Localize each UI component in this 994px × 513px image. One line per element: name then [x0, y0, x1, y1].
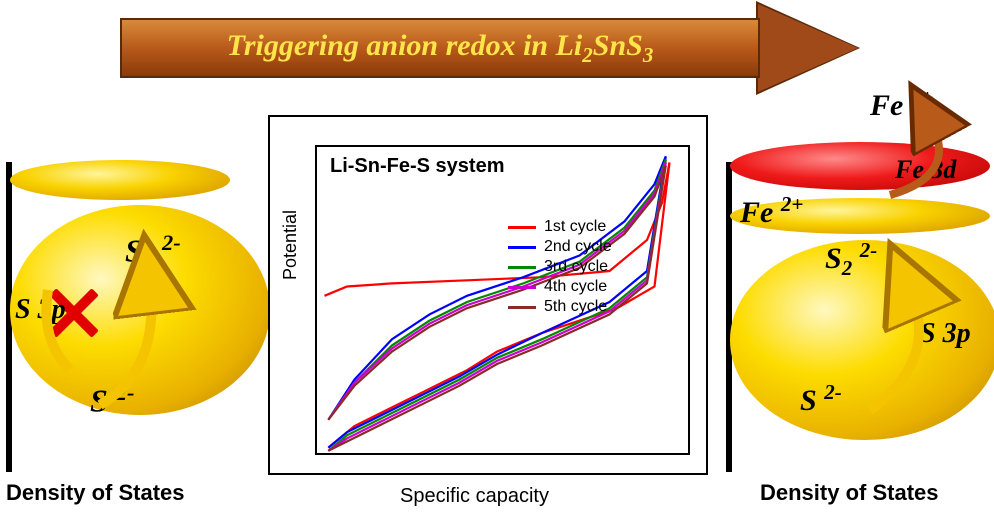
right-s2-dimer-label: S2 2- [825, 238, 877, 281]
series-3rd-cycle [328, 159, 666, 450]
fe2-sym: Fe [740, 196, 773, 229]
arrow-body: Triggering anion redox in Li2SnS3 [120, 18, 760, 78]
banner-text-sub1: 2 [582, 43, 593, 67]
fe3d-orbital-label: Fe 3d [895, 155, 956, 185]
legend-label: 2nd cycle [544, 238, 612, 256]
left-s-label: S 2- [90, 380, 134, 420]
legend-label: 3rd cycle [544, 258, 608, 276]
left-s-sym: S [90, 383, 108, 419]
right-orbital-label: S 3p [920, 318, 971, 350]
legend-row-2nd-cycle: 2nd cycle [508, 238, 612, 256]
legend-swatch [508, 286, 536, 289]
legend-row-3rd-cycle: 3rd cycle [508, 258, 612, 276]
legend-row-4th-cycle: 4th cycle [508, 278, 612, 296]
right-s2-sub: 2 [842, 256, 853, 280]
right-s-sym: S [800, 384, 817, 417]
chart-container: Li-Sn-Fe-S system [268, 115, 708, 475]
legend-swatch [508, 246, 536, 249]
title-arrow-banner: Triggering anion redox in Li2SnS3 [120, 18, 880, 78]
legend-swatch [508, 226, 536, 229]
legend-swatch [508, 266, 536, 269]
chart-plot-area [315, 145, 690, 455]
right-s2-charge: 2- [860, 238, 878, 262]
right-energy-axis [726, 162, 732, 472]
chart-xlabel: Specific capacity [400, 485, 549, 508]
series-1st-cycle [325, 163, 670, 296]
banner-text-prefix: Triggering anion redox in Li [227, 29, 583, 62]
legend-label: 5th cycle [544, 298, 607, 316]
series-2nd-cycle [328, 156, 666, 420]
left-s2-dimer-label: S2 2- [125, 230, 181, 275]
legend-row-5th-cycle: 5th cycle [508, 298, 612, 316]
banner-text: Triggering anion redox in Li2SnS3 [227, 29, 654, 68]
banner-text-sub2: 3 [643, 43, 654, 67]
series-2nd-cycle [328, 156, 666, 447]
chart-title: Li-Sn-Fe-S system [330, 155, 504, 178]
chart-ylabel: Potential [280, 210, 301, 280]
legend-label: 4th cycle [544, 278, 607, 296]
chart-curves-svg [317, 147, 692, 457]
right-s2-sym: S [825, 242, 842, 275]
legend-swatch [508, 306, 536, 309]
left-dos-axis-label: Density of States [6, 480, 185, 506]
series-3rd-cycle [328, 159, 666, 419]
fe3-charge: 3+ [911, 85, 933, 109]
fe3-label: Fe 3+ [870, 85, 933, 123]
left-s2-charge: 2- [162, 230, 181, 255]
fe3-sym: Fe [870, 89, 903, 122]
arrow-head [758, 4, 858, 92]
right-s-charge: 2- [824, 380, 842, 404]
right-s-label: S 2- [800, 380, 842, 418]
fe2-charge: 2+ [781, 192, 803, 216]
left-s2-sym: S [125, 233, 143, 269]
series-4th-cycle [328, 163, 666, 451]
left-orbital-label: S 3p [15, 294, 66, 326]
legend-row-1st-cycle: 1st cycle [508, 218, 612, 236]
fe2-label: Fe 2+ [740, 192, 803, 230]
left-s-charge: 2- [116, 380, 135, 405]
right-dos-axis-label: Density of States [760, 480, 939, 506]
left-upper-band-lobe [10, 160, 230, 200]
chart-legend: 1st cycle 2nd cycle 3rd cycle 4th cycle 5th … [508, 218, 612, 318]
banner-text-mid: SnS [593, 29, 643, 62]
left-s2-sub: 2 [143, 249, 154, 274]
legend-label: 1st cycle [544, 218, 606, 236]
